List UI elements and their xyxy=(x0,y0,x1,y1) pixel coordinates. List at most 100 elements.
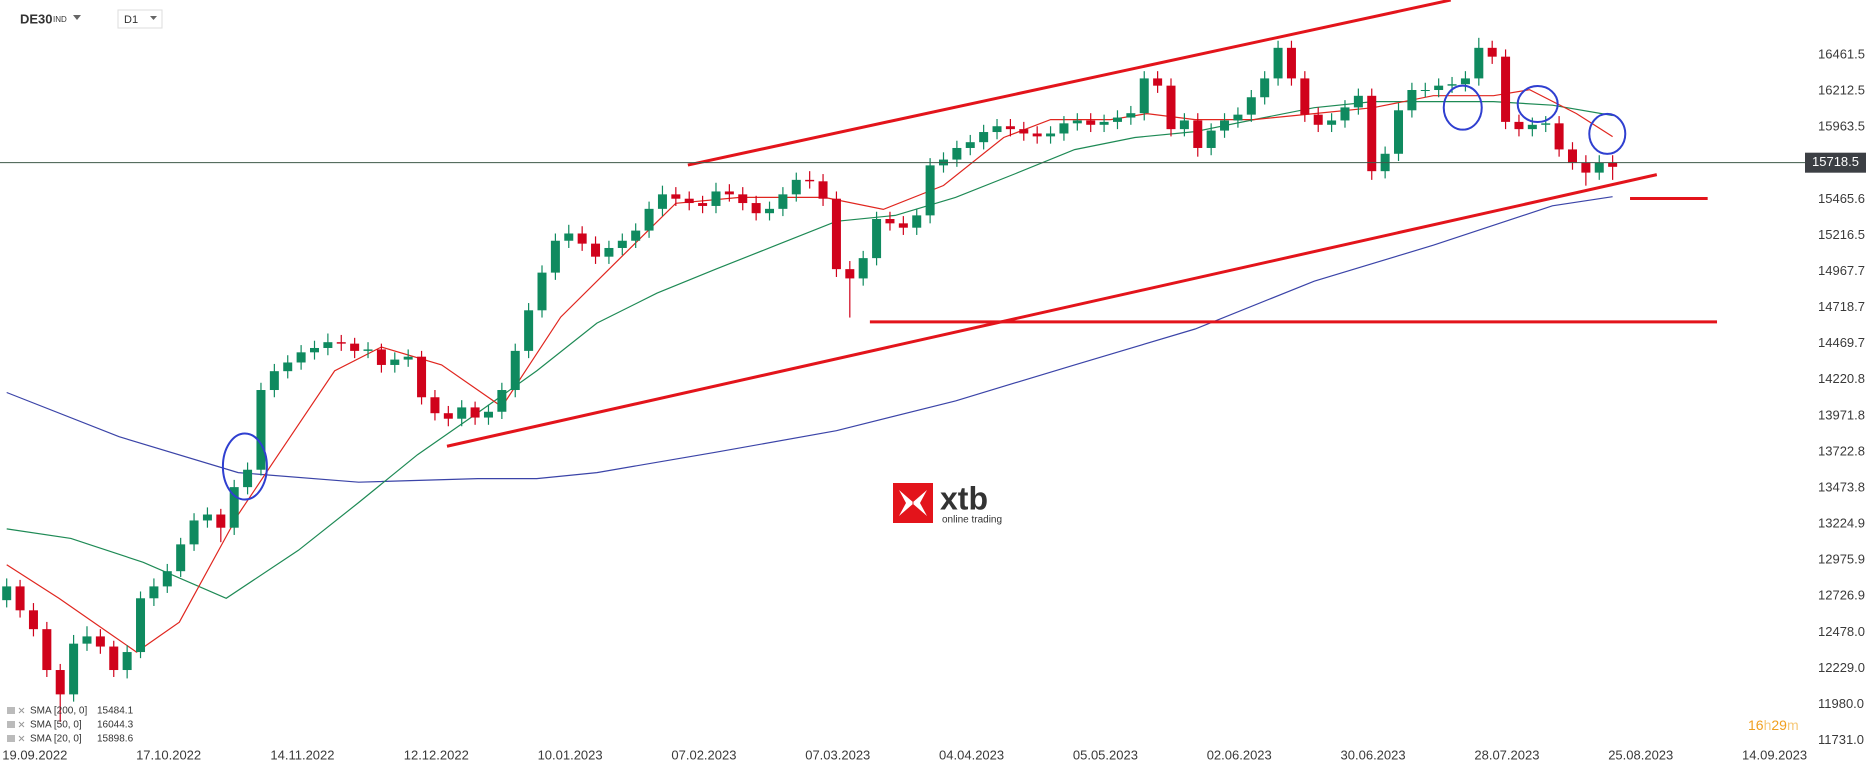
candle-body xyxy=(872,218,882,259)
candle-body xyxy=(1501,56,1511,122)
overlay-layer xyxy=(221,84,1627,501)
highlight-circle xyxy=(221,432,268,501)
candle-body xyxy=(1514,121,1524,130)
candle-body xyxy=(296,352,306,363)
y-tick-label: 13722.8 xyxy=(1818,443,1865,458)
x-tick-label: 28.07.2023 xyxy=(1474,747,1539,762)
candle-body xyxy=(350,343,360,351)
legend-name: SMA [200, 0] xyxy=(30,706,87,717)
x-tick-label: 14.11.2022 xyxy=(270,747,334,762)
candle-body xyxy=(1327,120,1337,125)
candle-body xyxy=(591,243,601,257)
x-tick-label: 14.09.2023 xyxy=(1742,747,1807,762)
symbol-dropdown[interactable] xyxy=(73,15,81,20)
candle-body xyxy=(417,356,427,398)
x-tick-label: 12.12.2022 xyxy=(404,747,469,762)
candle-body xyxy=(818,181,828,199)
candle-body xyxy=(1139,78,1149,114)
y-tick-label: 15216.5 xyxy=(1818,227,1865,242)
last-price-label: 15718.5 xyxy=(1812,154,1859,169)
candle-body xyxy=(979,132,989,143)
candle-body xyxy=(149,586,159,599)
candle-body xyxy=(1059,123,1069,134)
candle-body xyxy=(309,347,319,353)
candle-body xyxy=(564,233,574,241)
candle-body xyxy=(1567,149,1577,163)
candle-body xyxy=(376,349,386,365)
candle-body xyxy=(1206,130,1216,148)
y-tick-label: 12229.0 xyxy=(1818,660,1865,675)
candle-body xyxy=(965,142,975,148)
candle-body xyxy=(724,191,734,195)
candle-body xyxy=(55,670,65,695)
tagline: online trading xyxy=(942,515,1002,526)
candle-layer xyxy=(2,37,1618,722)
candle-body xyxy=(698,203,708,206)
candle-body xyxy=(162,571,172,587)
y-tick-label: 12726.9 xyxy=(1818,588,1865,603)
candle-body xyxy=(1046,133,1056,137)
countdown-part: m xyxy=(1787,717,1799,733)
y-tick-label: 15465.6 xyxy=(1818,191,1865,206)
candle-body xyxy=(657,194,667,209)
candle-body xyxy=(122,652,132,671)
candle-body xyxy=(202,514,212,521)
candle-body xyxy=(1246,97,1256,115)
y-tick-label: 13224.9 xyxy=(1818,516,1865,531)
symbol[interactable]: DE30 xyxy=(20,11,53,26)
candle-body xyxy=(952,147,962,160)
candle-body xyxy=(1394,110,1404,154)
candle-body xyxy=(1072,120,1082,124)
candle-body xyxy=(550,240,560,273)
trend-layer xyxy=(446,0,1718,448)
candle-body xyxy=(1487,47,1497,57)
candle-body xyxy=(1233,114,1243,121)
candle-body xyxy=(778,194,788,209)
candle-body xyxy=(1313,114,1323,125)
candle-body xyxy=(1608,162,1618,167)
candle-body xyxy=(898,223,908,228)
legend-icon xyxy=(7,735,15,742)
brand: xtb xyxy=(940,480,988,516)
market: IND xyxy=(53,15,67,24)
candle-body xyxy=(925,165,935,216)
legend-name: SMA [20, 0] xyxy=(30,734,82,745)
candle-body xyxy=(1126,113,1136,118)
logo-square xyxy=(893,483,933,523)
candle-body xyxy=(28,610,38,630)
x-tick-label: 07.02.2023 xyxy=(671,747,736,762)
candle-body xyxy=(336,342,346,344)
interval-box[interactable] xyxy=(117,9,163,29)
candle-body xyxy=(109,646,119,671)
y-tick-label: 14469.7 xyxy=(1818,335,1865,350)
candle-body xyxy=(136,598,146,653)
candle-body xyxy=(443,413,453,419)
candle-body xyxy=(858,258,868,279)
candle-body xyxy=(631,230,641,241)
legend: SMA [200, 0] 15484.1 SMA [50, 0] 16044.3 SMA… xyxy=(7,706,134,745)
candle-body xyxy=(684,198,694,204)
candle-body xyxy=(805,179,815,182)
candle-body xyxy=(1447,84,1457,86)
sma-line xyxy=(6,89,1613,653)
countdown-part: 29 xyxy=(1771,717,1787,733)
interval-dropdown xyxy=(150,16,157,20)
candle-body xyxy=(216,514,226,528)
candle-body xyxy=(1340,107,1350,121)
y-tick-label: 15963.5 xyxy=(1818,119,1865,134)
candle-body xyxy=(470,407,480,418)
y-tick-label: 12478.0 xyxy=(1818,624,1865,639)
x-tick-label: 10.01.2023 xyxy=(538,747,603,762)
candle-body xyxy=(1019,129,1029,134)
candle-body xyxy=(831,198,841,270)
candle-body xyxy=(604,247,614,257)
trend-line xyxy=(446,173,1658,448)
candle-body xyxy=(617,240,627,248)
candle-body xyxy=(269,371,279,391)
y-tick-label: 16461.5 xyxy=(1818,46,1865,61)
countdown-part: h xyxy=(1764,717,1772,733)
countdown: 16h29m xyxy=(1748,717,1799,733)
legend-name: SMA [50, 0] xyxy=(30,720,82,731)
candle-body xyxy=(1153,78,1163,86)
